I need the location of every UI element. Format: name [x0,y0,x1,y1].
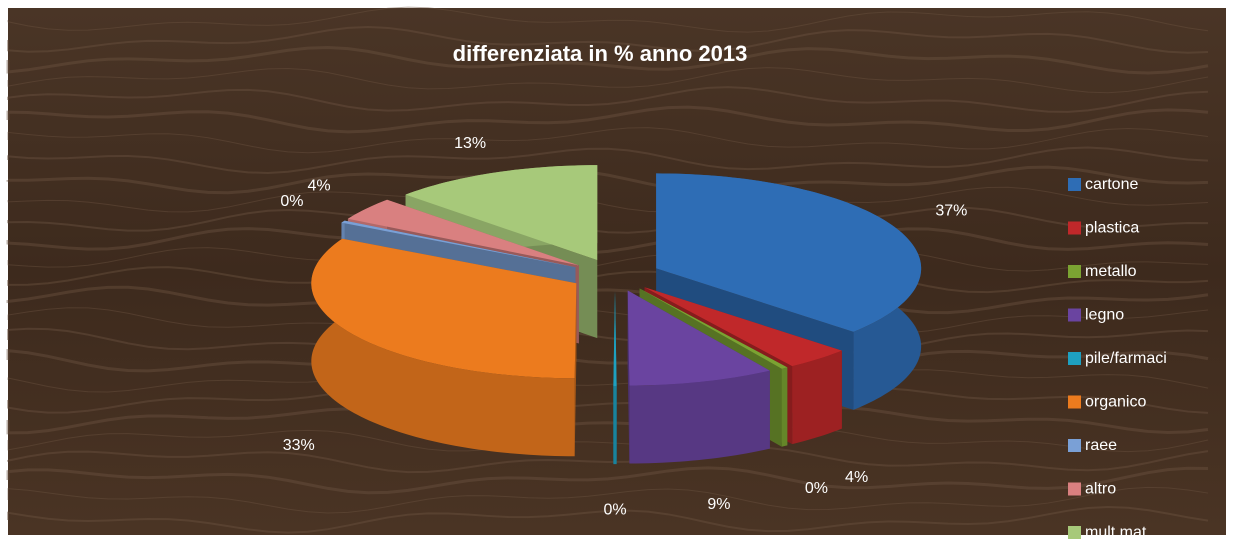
grain-line [7,186,1209,213]
grain-line [7,506,1209,534]
legend-label: mult.mat. [1085,524,1151,541]
grain-line [7,386,1209,414]
chart-title: differenziata in % anno 2013 [453,41,748,66]
grain-line [7,307,1209,334]
grain-line [7,446,1209,474]
legend-label: cartone [1085,176,1138,193]
slice [656,173,922,332]
legend-label: organico [1085,394,1146,411]
legend-swatch [1068,221,1081,235]
grain-line [7,247,1209,273]
slice [405,165,598,261]
slice-outer-wall [613,386,617,465]
grain-line [6,466,1209,495]
grain-line [7,206,1209,234]
data-label: 13% [454,135,486,152]
grain-line [7,6,1209,33]
legend-swatch [1068,352,1081,365]
slice [347,199,579,266]
data-label: 0% [280,193,303,210]
grain-line [6,285,1209,315]
data-label: 9% [707,496,730,513]
data-label: 37% [935,202,967,219]
slice-outer-wall [792,350,842,445]
slice-side [627,290,630,464]
legend-swatch [1068,178,1081,191]
data-label: 4% [307,178,330,195]
legend-swatch [1068,439,1081,452]
legend-label: altro [1085,481,1116,498]
grain-line [7,326,1209,354]
slice [341,220,576,268]
grain-line [7,426,1209,453]
legend-swatch [1068,265,1081,278]
grain-line [7,67,1209,94]
grain-line [7,146,1209,174]
legend-label: metallo [1085,263,1137,280]
legend-label: pile/farmaci [1085,350,1167,367]
data-label: 33% [283,437,315,454]
grain-line [7,486,1209,514]
pie: 37%4%0%9%0%33%0%4%13% [280,135,967,518]
data-label: 4% [845,469,868,486]
slice [644,287,842,367]
legend-swatch [1068,526,1081,539]
slice [639,288,788,369]
slice-outer-wall [781,367,788,447]
legend-label: raee [1085,437,1117,454]
slice-outer-wall [311,238,575,457]
grain-line [6,227,1209,255]
grain-line [7,266,1209,294]
grain-line [6,105,1209,134]
legend-swatch [1068,395,1081,409]
legend-label: plastica [1085,220,1139,237]
grain-line [7,86,1209,113]
grain-line [7,26,1209,54]
grain-line [6,45,1209,75]
background [8,8,1226,535]
grain-line [7,366,1209,393]
data-label: 0% [805,480,828,497]
slice-outer-wall [629,370,770,464]
grain-line [6,165,1209,195]
slice [613,291,617,387]
legend-swatch [1068,308,1081,322]
slice [311,238,577,379]
slice [627,290,770,386]
wood-grain [6,6,1209,534]
legend: cartone plastica metallo legno pile/farmaci o… [1068,176,1167,541]
data-label: 0% [603,501,626,518]
grain-line [6,345,1209,374]
legend-label: legno [1085,307,1124,324]
grain-line [7,127,1209,154]
legend-swatch [1068,482,1081,496]
grain-line [6,406,1209,435]
